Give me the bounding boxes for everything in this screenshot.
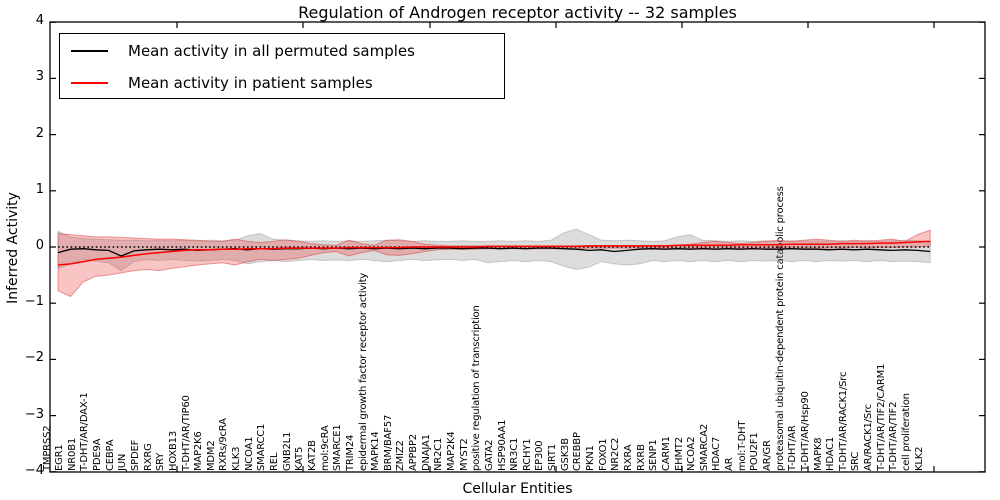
chart-title: Regulation of Androgen receptor activity… [298, 3, 737, 22]
y-tick-label: 1 [35, 181, 44, 197]
y-tick-label: −4 [24, 462, 44, 478]
y-tick-label: 0 [35, 238, 44, 253]
y-tick-label: 3 [35, 69, 44, 85]
patient-mean-line [57, 240, 931, 266]
patient-line-sample [71, 81, 108, 84]
y-tick-label: −1 [24, 294, 44, 310]
patient-range-band [57, 229, 931, 298]
y-tick-label: 4 [35, 13, 44, 29]
legend-label-permuted: Mean activity in all permuted samples [128, 41, 415, 60]
legend-box: Mean activity in all permuted samples Me… [59, 33, 505, 99]
legend-entry-permuted: Mean activity in all permuted samples [60, 35, 504, 66]
legend-label-patient: Mean activity in patient samples [128, 73, 373, 92]
y-tick-label: −2 [24, 350, 44, 366]
x-axis-label: Cellular Entities [462, 481, 573, 497]
y-tick-label: 2 [35, 125, 44, 141]
y-tick-label: −3 [24, 406, 44, 422]
permuted-line-sample [71, 49, 108, 52]
legend-entry-patient: Mean activity in patient samples [60, 67, 504, 98]
